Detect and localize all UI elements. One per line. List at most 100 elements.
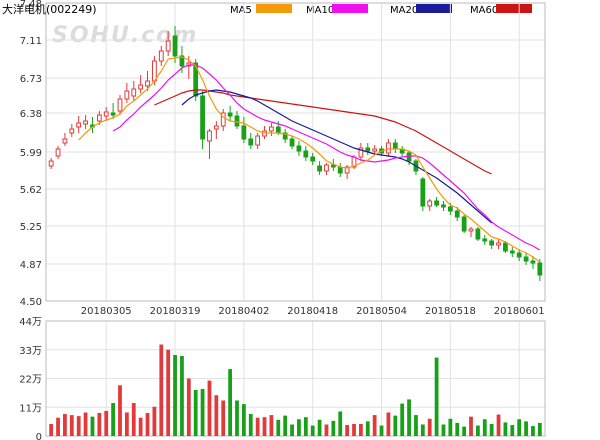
candle <box>62 133 68 146</box>
candle <box>386 139 391 157</box>
date-tick-label: 20180601 <box>494 306 545 317</box>
volume-bar <box>358 423 363 436</box>
candle <box>248 133 254 149</box>
candle <box>530 256 536 269</box>
candle <box>282 129 288 143</box>
volume-bar <box>482 419 487 436</box>
volume-bar <box>407 399 411 436</box>
price-tick-label: 7.11 <box>20 36 42 47</box>
candle-body <box>503 242 508 252</box>
volume-bar <box>180 356 184 436</box>
volume-bar <box>379 425 384 436</box>
candle-body <box>482 238 488 242</box>
price-tick-label: 5.25 <box>20 222 42 233</box>
candle <box>537 259 543 281</box>
candle-body <box>269 126 274 132</box>
candles <box>48 26 543 281</box>
legend-label-ma10: MA10 <box>306 5 334 16</box>
volume-bar <box>49 423 54 436</box>
price-tick-label: 6.73 <box>20 74 42 85</box>
volume-tick-label: 33万 <box>19 346 42 357</box>
legend-label-ma60: MA60 <box>470 5 498 16</box>
volume-bar <box>200 388 205 436</box>
candle <box>324 163 329 175</box>
volume-bar <box>414 415 418 436</box>
candle-body <box>475 228 481 240</box>
volume-bar <box>76 416 81 436</box>
candle <box>509 247 515 257</box>
volume-bar <box>310 425 315 436</box>
volume-bar <box>331 420 336 436</box>
candle <box>48 158 54 169</box>
volume-bar <box>338 411 343 436</box>
candle-body <box>255 135 261 146</box>
candle-body <box>489 240 495 246</box>
candle-body <box>55 148 61 157</box>
candle <box>365 143 371 155</box>
volume-bar <box>517 419 522 436</box>
legend-swatch-ma5 <box>256 4 292 13</box>
candle-body <box>454 210 460 218</box>
candle <box>138 75 144 93</box>
volume-bar <box>352 423 356 436</box>
volume-bar <box>276 419 281 436</box>
legend: MA5 MA10 MA20 MA60 <box>230 4 532 16</box>
candle-body <box>138 84 144 90</box>
candle <box>503 241 508 253</box>
candle-body <box>330 164 336 168</box>
candle-body <box>234 115 240 127</box>
volume-bar <box>537 422 542 436</box>
volume-bar <box>393 415 398 436</box>
volume-bar <box>503 422 508 436</box>
price-tick-label: 5.62 <box>20 185 42 196</box>
candle-body <box>468 228 474 232</box>
candle-body <box>317 165 322 172</box>
candle-body <box>76 122 82 128</box>
candle <box>76 116 82 133</box>
volume-bar <box>510 425 515 436</box>
volume-bar <box>365 421 370 436</box>
candle-body <box>83 120 88 125</box>
candle <box>523 253 529 265</box>
volume-panel-frame <box>45 320 546 437</box>
date-tick-label: 20180504 <box>356 306 407 317</box>
volume-axis: 44万 33万 22万 11万 0 <box>19 317 42 440</box>
candle-body <box>124 90 130 100</box>
chart-title: 大洋电机(002249) <box>2 2 97 16</box>
candle <box>172 26 178 63</box>
candle <box>434 197 439 207</box>
volume-bar <box>104 410 109 436</box>
candle-body <box>523 256 529 262</box>
candle-body <box>145 80 150 87</box>
candle <box>317 161 322 175</box>
candle <box>296 141 302 156</box>
volume-bar <box>111 403 115 436</box>
volume-bar <box>420 424 425 436</box>
volume-bar <box>324 424 329 436</box>
volume-bar <box>56 417 60 436</box>
volume-bar <box>152 406 157 436</box>
volume-bar <box>118 385 122 436</box>
volume-bar <box>131 403 136 436</box>
candle <box>83 115 88 129</box>
candle-body <box>447 206 453 212</box>
legend-swatch-ma60 <box>496 4 532 13</box>
volume-bar <box>303 417 308 436</box>
candle-body <box>427 200 433 207</box>
candle-body <box>372 148 378 152</box>
volume-bar <box>531 426 535 436</box>
candle <box>461 215 467 233</box>
volume-bar <box>138 417 143 436</box>
candle <box>475 227 481 241</box>
volume-tick-label: 0 <box>36 432 42 440</box>
candle <box>468 227 474 237</box>
volume-bar <box>455 422 460 436</box>
ma20-line <box>181 89 493 224</box>
candle <box>344 165 350 179</box>
candle-body <box>158 50 164 62</box>
candle <box>330 159 336 171</box>
candle <box>165 31 171 56</box>
date-tick-label: 20180418 <box>287 306 338 317</box>
legend-label-ma20: MA20 <box>390 5 418 16</box>
